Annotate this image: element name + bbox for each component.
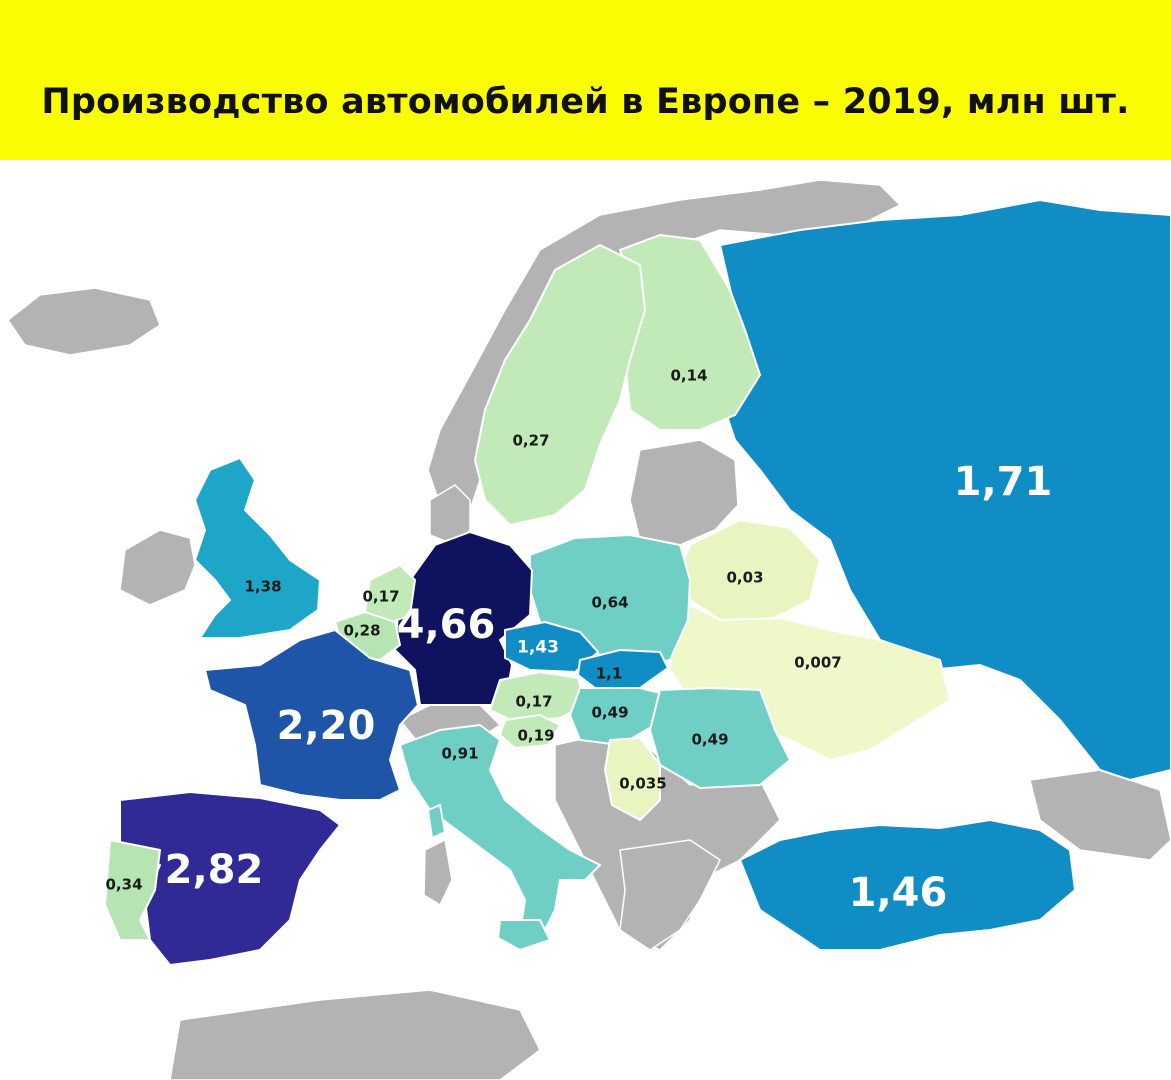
corsica-shape (427, 804, 446, 839)
label-slovenia: 0,19 (517, 726, 555, 745)
title-banner: Производство автомобилей в Европе – 2019… (0, 0, 1171, 160)
label-russia: 1,71 (953, 459, 1053, 505)
greece-shape (619, 839, 721, 951)
label-turkey: 1,46 (848, 870, 948, 916)
label-czech: 1,43 (517, 637, 559, 658)
n-africa-shape (169, 989, 541, 1080)
baltics-shape (629, 439, 739, 546)
label-hungary: 0,49 (591, 703, 629, 722)
label-poland: 0,64 (591, 593, 629, 612)
label-romania: 0,49 (691, 730, 729, 749)
portugal-shape (104, 839, 161, 941)
sweden-shape (474, 244, 646, 526)
label-belgium: 0,28 (343, 621, 381, 640)
label-spain: 2,82 (164, 847, 264, 893)
italy-shape (399, 724, 601, 941)
label-france: 2,20 (276, 703, 376, 749)
label-ukraine: 0,007 (794, 653, 842, 672)
serbia-shape (604, 737, 661, 821)
page-title: Производство автомобилей в Европе – 2019… (41, 82, 1130, 122)
label-uk: 1,38 (244, 577, 282, 596)
europe-map-svg (7, 179, 1171, 1080)
label-sweden: 0,27 (512, 431, 550, 450)
label-portugal: 0,34 (105, 875, 143, 894)
label-serbia: 0,035 (619, 774, 667, 793)
hungary-shape (569, 687, 669, 746)
denmark-shape (429, 484, 471, 546)
slovakia-shape (577, 649, 669, 689)
iceland-shape (7, 287, 161, 356)
label-germany: 4,66 (396, 602, 496, 648)
map: 1,71 1,46 4,66 2,82 2,20 1,38 1,43 1,1 0… (0, 160, 1171, 1080)
slovenia-shape (499, 714, 561, 749)
label-italy: 0,91 (441, 744, 479, 763)
romania-shape (649, 687, 791, 789)
sardinia-shape (423, 839, 453, 906)
turkey-shape (739, 819, 1076, 951)
label-austria: 0,17 (515, 692, 553, 711)
uk-shape (194, 457, 321, 639)
russia-shape (719, 199, 1171, 781)
france-shape (204, 629, 419, 801)
country-shapes (104, 199, 1171, 966)
ireland-shape (119, 529, 196, 606)
label-slovakia: 1,1 (595, 664, 623, 683)
label-netherlands: 0,17 (362, 587, 400, 606)
sicily-shape (497, 919, 551, 951)
label-finland: 0,14 (670, 366, 708, 385)
label-belarus: 0,03 (726, 568, 764, 587)
